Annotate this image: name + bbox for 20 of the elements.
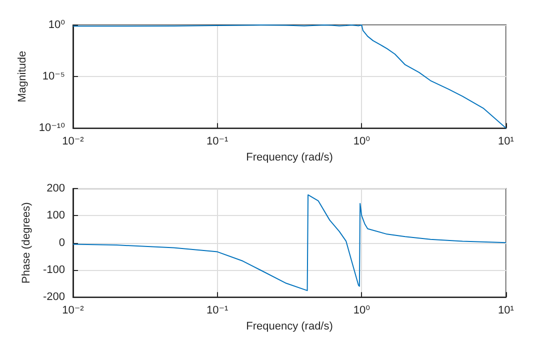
y-tick-label: 10⁰ [48, 19, 66, 31]
y-tick-label: -100 [42, 264, 65, 276]
y-tick-label: 200 [46, 182, 65, 195]
y-axis-title: Magnitude [16, 50, 28, 102]
x-tick-label: 10⁻¹ [206, 136, 229, 148]
y-tick-label: -200 [42, 291, 65, 304]
x-tick-label: 10⁰ [353, 304, 371, 317]
y-tick-label: 10⁻⁵ [42, 70, 65, 83]
y-tick-label: 0 [58, 236, 65, 249]
x-tick-label: 10⁻¹ [206, 304, 229, 317]
x-axis-title: Frequency (rad/s) [246, 320, 333, 332]
x-tick-label: 10⁻² [62, 304, 84, 317]
x-tick-label: 10¹ [498, 136, 514, 148]
y-tick-label: 100 [46, 210, 65, 222]
y-axis-title: Phase (degrees) [20, 202, 33, 284]
y-tick-label: 10⁻¹⁰ [38, 122, 66, 134]
x-tick-label: 10¹ [498, 304, 514, 317]
x-tick-label: 10⁰ [353, 136, 371, 148]
x-axis-title: Frequency (rad/s) [246, 152, 333, 164]
x-tick-label: 10⁻² [62, 136, 84, 148]
